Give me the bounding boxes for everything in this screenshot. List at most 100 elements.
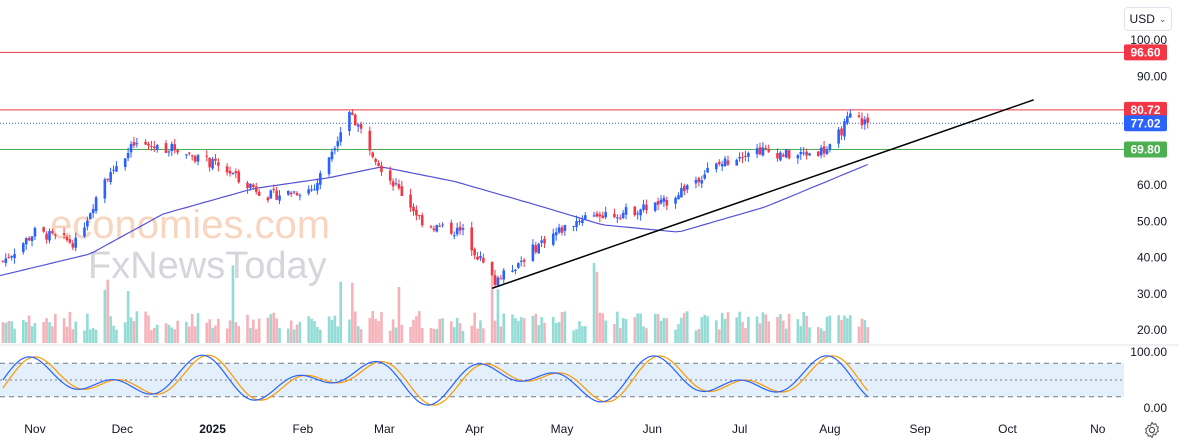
- volume-bar: [435, 329, 439, 343]
- candle-body: [441, 224, 444, 226]
- volume-bar: [583, 326, 587, 343]
- candle-body: [537, 243, 541, 254]
- candle-body: [808, 153, 811, 156]
- candle-body: [639, 209, 642, 216]
- volume-bar: [755, 316, 759, 343]
- volume-bar: [726, 312, 730, 343]
- volume-bar: [91, 328, 95, 343]
- volume-bar: [598, 312, 602, 343]
- candle-body: [551, 233, 555, 245]
- candle-body: [758, 147, 762, 155]
- volume-bar: [476, 328, 479, 343]
- candle-body: [685, 185, 689, 190]
- candle-body: [246, 182, 249, 189]
- volume-bar: [816, 326, 820, 343]
- candle-body: [452, 235, 456, 237]
- volume-bar: [359, 329, 363, 343]
- candle-body: [825, 149, 829, 154]
- candle-body: [132, 142, 136, 146]
- volume-bar: [860, 318, 864, 343]
- candle-body: [333, 148, 337, 151]
- candle-body: [310, 189, 313, 191]
- candle-body: [91, 209, 95, 214]
- candle-body: [723, 158, 727, 167]
- candle-body: [339, 132, 342, 142]
- volume-bar: [706, 316, 709, 343]
- candle-body: [479, 256, 482, 259]
- volume-bar: [231, 265, 235, 343]
- candle-body: [438, 225, 441, 227]
- candle-body: [153, 146, 156, 149]
- volume-bar: [415, 316, 418, 343]
- candle-body: [554, 232, 558, 236]
- volume-bar: [482, 328, 485, 343]
- volume-bar: [572, 330, 575, 343]
- volume-bar: [452, 327, 456, 343]
- volume-bar: [846, 318, 849, 343]
- volume-bar: [828, 315, 832, 343]
- volume-bar: [4, 322, 8, 343]
- candle-body: [150, 145, 153, 147]
- volume-bar: [514, 318, 517, 343]
- candle-body: [799, 151, 803, 155]
- volume-bar: [48, 322, 51, 343]
- volume-bar: [292, 329, 296, 343]
- volume-bar: [519, 317, 523, 343]
- candle-body: [214, 158, 217, 161]
- candle-body: [115, 166, 118, 172]
- volume-bar: [738, 311, 741, 343]
- volume-bar: [613, 323, 616, 343]
- candle-body: [123, 158, 127, 168]
- candle-body: [633, 206, 637, 216]
- volume-bar: [677, 324, 680, 343]
- level-tag: [1124, 44, 1167, 61]
- candle-body: [741, 157, 744, 159]
- candle-body: [837, 129, 840, 144]
- candle-body: [135, 143, 139, 145]
- volume-bar: [164, 323, 168, 343]
- candle-body: [415, 209, 418, 216]
- candle-body: [703, 174, 706, 179]
- time-tick: Aug: [819, 422, 840, 436]
- watermark-line2: FxNewsToday: [88, 245, 327, 287]
- volume-bar: [409, 326, 412, 343]
- candle-body: [683, 185, 686, 192]
- volume-bar: [115, 329, 118, 343]
- volume-bar: [147, 315, 150, 343]
- volume-bar: [252, 319, 255, 343]
- gear-icon[interactable]: [1143, 421, 1161, 439]
- candle-body: [700, 180, 704, 184]
- candle-body: [286, 190, 290, 195]
- volume-bar: [333, 315, 337, 343]
- volume-bar: [805, 315, 808, 343]
- candle-body: [353, 114, 357, 126]
- volume-bar: [187, 326, 191, 343]
- volume-bar: [330, 320, 334, 343]
- candle-body: [266, 197, 270, 201]
- volume-bar: [636, 313, 640, 343]
- time-tick: Nov: [24, 422, 45, 436]
- candle-body: [374, 158, 377, 162]
- volume-bar: [618, 328, 622, 343]
- time-tick: May: [551, 422, 574, 436]
- volume-bar: [400, 324, 404, 343]
- candle-body: [476, 256, 479, 260]
- volume-bar: [196, 313, 200, 343]
- candle-body: [656, 201, 660, 205]
- volume-bar: [741, 321, 744, 343]
- currency-selector[interactable]: USD ⌄: [1124, 7, 1172, 31]
- candle-body: [217, 162, 220, 166]
- candle-body: [371, 152, 375, 157]
- candle-body: [298, 195, 302, 197]
- candle-body: [747, 152, 750, 157]
- candle-body: [435, 225, 439, 232]
- candle-body: [432, 228, 436, 231]
- volume-bar: [319, 329, 322, 343]
- candle-body: [330, 151, 334, 160]
- oscillator-tick: 0.00: [1144, 401, 1168, 415]
- candle-body: [866, 117, 870, 123]
- candle-body: [228, 170, 232, 174]
- candle-body: [185, 154, 188, 156]
- candle-body: [502, 270, 506, 280]
